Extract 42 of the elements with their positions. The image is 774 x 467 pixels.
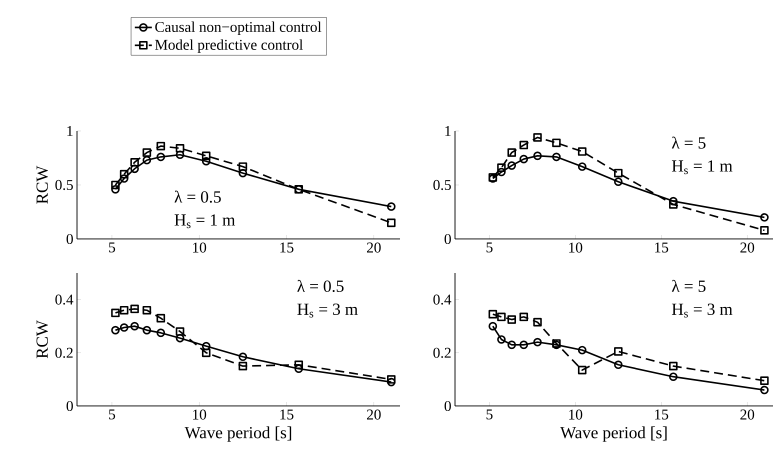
legend-label: Causal non−optimal control (155, 22, 322, 36)
annotation: λ = 5 (672, 280, 706, 292)
y-axis-title: RCW (36, 166, 48, 204)
x-tick-label: 15 (655, 410, 668, 420)
x-tick-label: 20 (367, 242, 381, 253)
x-tick-label: 10 (193, 410, 206, 420)
x-tick-label: 10 (569, 242, 582, 253)
annotation: H$_{s}$ = 3 m (297, 304, 358, 318)
x-axis-title: Wave period [s] (184, 426, 292, 442)
y-tick-label: 0.2 (55, 348, 73, 358)
x-tick-label: 10 (193, 242, 206, 253)
x-tick-label: 20 (740, 242, 754, 253)
y-tick-label: 0.2 (433, 348, 451, 358)
x-tick-label: 20 (367, 410, 381, 420)
y-tick-label: 0.4 (433, 294, 452, 305)
y-tick-label: 0.5 (433, 180, 451, 190)
x-tick-label: 20 (740, 410, 754, 420)
annotation: λ = 0.5 (174, 190, 221, 203)
y-tick-label: 0.5 (55, 180, 73, 190)
x-tick-label: 5 (109, 242, 116, 252)
legend-label: Model predictive control (155, 39, 303, 53)
annotation: H$_{s}$ = 3 m (672, 304, 732, 318)
x-tick-label: 5 (109, 410, 116, 420)
x-tick-label: 15 (655, 242, 668, 253)
x-tick-label: 5 (486, 410, 493, 420)
annotation: H$_{s}$ = 1 m (174, 214, 236, 228)
y-tick-label: 0 (444, 234, 451, 244)
y-tick-label: 0 (444, 400, 451, 412)
y-tick-label: 1 (445, 126, 451, 136)
y-axis-title: RCW (36, 320, 48, 358)
y-tick-label: 0 (66, 234, 73, 244)
y-tick-label: 0 (66, 400, 73, 412)
annotation: λ = 5 (672, 136, 706, 149)
annotation: H$_{s}$ = 1 m (672, 160, 732, 174)
x-tick-label: 15 (280, 242, 294, 253)
y-tick-label: 1 (67, 126, 73, 136)
y-tick-label: 0.4 (55, 294, 74, 305)
x-tick-label: 15 (280, 410, 294, 420)
x-axis-title: Wave period [s] (560, 426, 667, 442)
x-tick-label: 10 (569, 410, 582, 420)
x-tick-label: 5 (486, 242, 493, 252)
annotation: λ = 0.5 (297, 280, 344, 292)
